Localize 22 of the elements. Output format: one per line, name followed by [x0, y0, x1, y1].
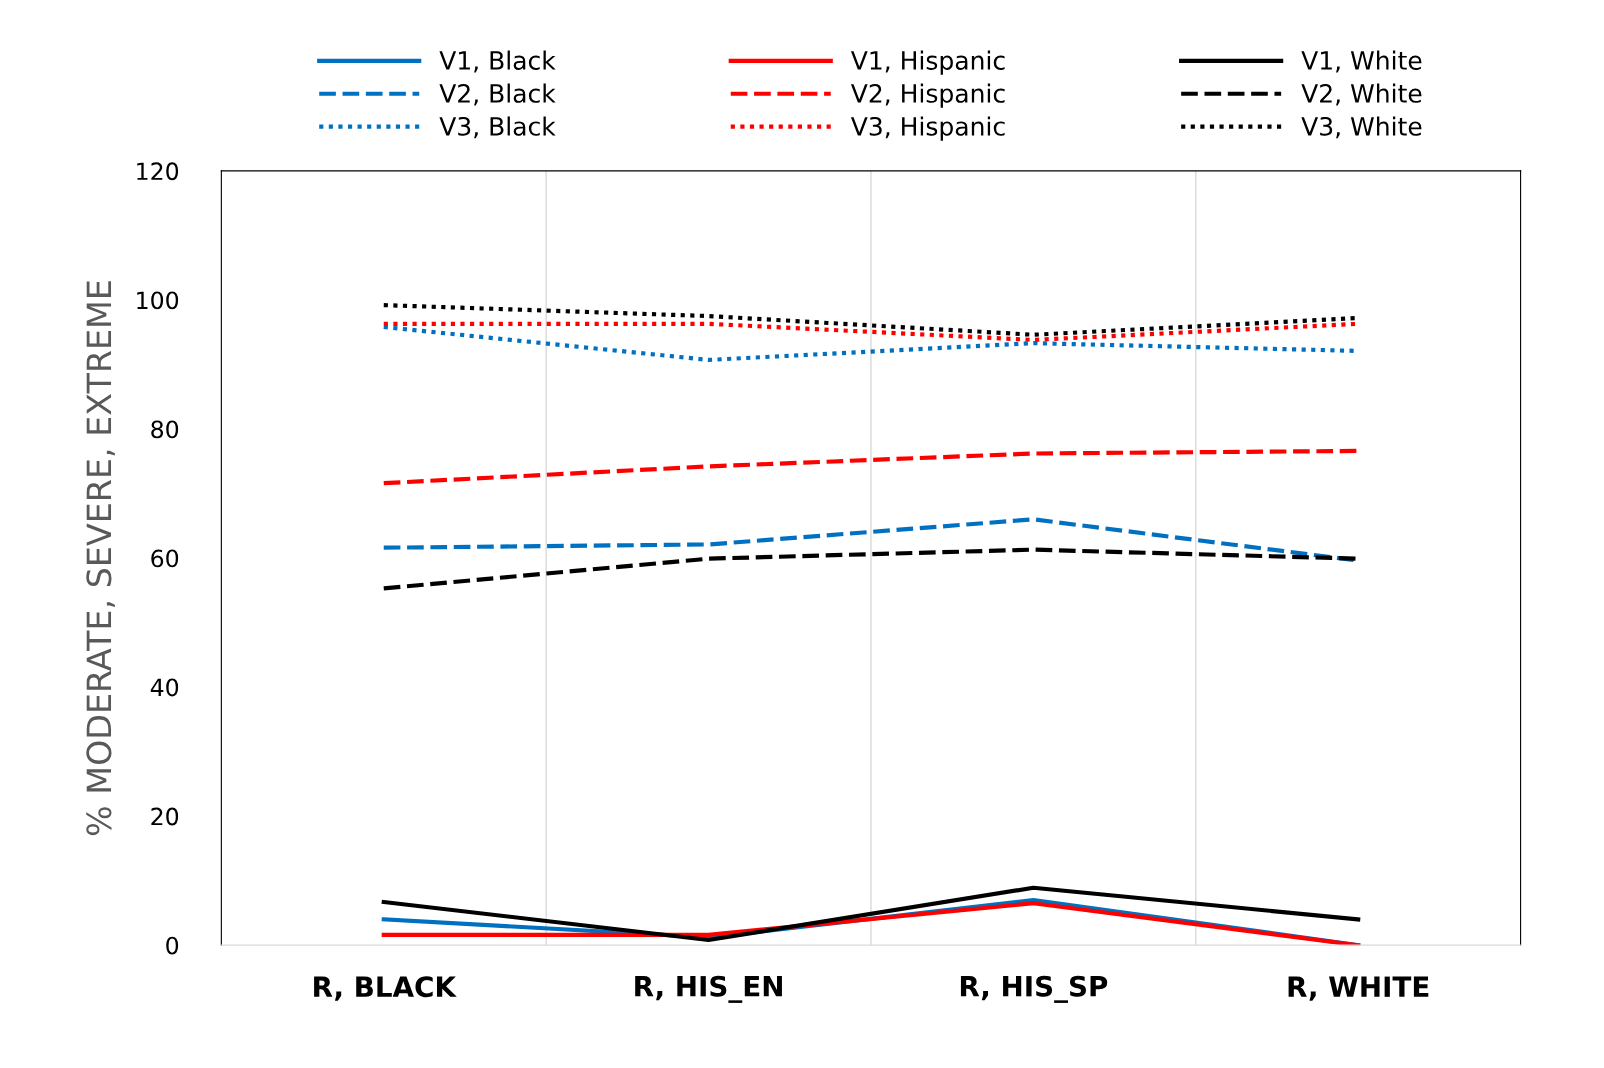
y-tick-label: 20 [151, 807, 179, 826]
legend-label: V1, Hispanic [850, 50, 1005, 75]
legend-label: V2, Black [439, 83, 556, 106]
x-tick-label: R, BLACK [314, 976, 457, 1001]
y-tick-label: 60 [151, 549, 179, 568]
x-tick-label: R, HIS_EN [635, 975, 782, 1003]
y-axis-title: % MODERATE, SEVERE, EXTREME [86, 281, 115, 836]
legend-label: V3, White [1301, 116, 1422, 139]
legend-label: V1, Black [439, 50, 556, 73]
line-series [381, 885, 1361, 943]
legend-label: V1, White [1301, 50, 1422, 73]
x-tick-label: R, HIS_SP [960, 975, 1108, 1003]
legend-label: V3, Black [439, 116, 556, 139]
y-tick-label: 0 [166, 936, 179, 955]
y-tick-label: 40 [150, 678, 179, 697]
y-tick-label: 80 [151, 420, 179, 439]
legend-label: V3, Hispanic [850, 116, 1005, 141]
legend-label: V2, White [1301, 83, 1422, 106]
legend-label: V2, Hispanic [850, 83, 1005, 108]
y-tick-label: 120 [137, 162, 179, 181]
y-tick-label: 100 [137, 291, 179, 310]
x-tick-label: R, WHITE [1288, 976, 1429, 1001]
